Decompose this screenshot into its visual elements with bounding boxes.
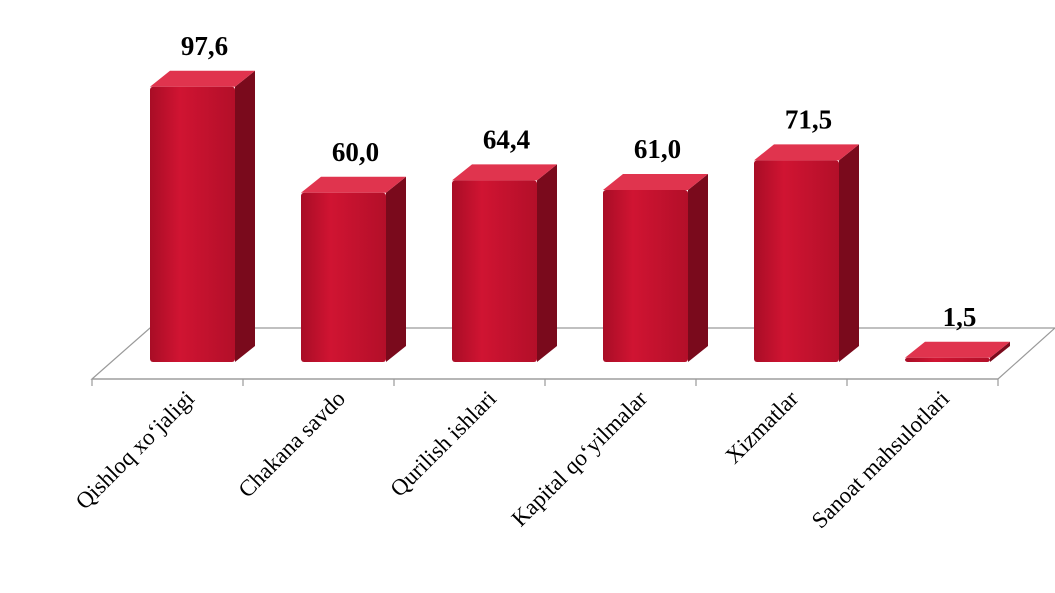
bar: [603, 173, 708, 362]
value-label: 1,5: [943, 302, 977, 332]
bar: [905, 341, 1010, 362]
bar-front-face: [452, 180, 537, 362]
bar: [150, 70, 255, 362]
value-label: 71,5: [785, 104, 832, 134]
bar-top-face: [905, 341, 1010, 358]
category-labels-group: Qishloq xo‘jaligi Chakana savdo Qurilish i…: [71, 386, 954, 534]
bar-front-face: [150, 86, 235, 362]
bar-side-face: [386, 176, 406, 362]
category-label: Xizmatlar: [720, 386, 803, 469]
bar: [301, 176, 406, 362]
bar-top-face: [603, 173, 708, 190]
bar-front-face: [905, 357, 990, 362]
bar-side-face: [990, 341, 1010, 362]
bars-group: [150, 70, 1010, 362]
category-label: Qurilish ishlari: [385, 386, 501, 502]
value-label: 60,0: [332, 137, 379, 167]
bar-side-face: [688, 173, 708, 362]
bar-side-face: [839, 144, 859, 362]
bar-top-face: [301, 176, 406, 193]
bar-top-face: [150, 70, 255, 87]
value-labels-group: 97,6 60,0 64,4 61,0 71,5 1,5: [181, 31, 977, 332]
value-label: 61,0: [634, 134, 681, 164]
bar-top-face: [754, 144, 859, 161]
bar-front-face: [603, 189, 688, 362]
bar-top-face: [452, 164, 557, 181]
x-axis-ticks: [91, 379, 999, 386]
bar-side-face: [235, 70, 255, 362]
value-label: 64,4: [483, 124, 530, 154]
bar-side-face: [537, 164, 557, 362]
category-label: Chakana savdo: [233, 386, 350, 503]
value-label: 97,6: [181, 31, 228, 61]
category-label: Sanoat mahsulotlari: [807, 386, 954, 533]
bar-front-face: [754, 160, 839, 362]
category-label: Kapital qo‘yilmalar: [507, 386, 653, 532]
bar: [452, 164, 557, 362]
category-label: Qishloq xo‘jaligi: [71, 386, 199, 514]
bar-front-face: [301, 192, 386, 362]
bar: [754, 144, 859, 362]
